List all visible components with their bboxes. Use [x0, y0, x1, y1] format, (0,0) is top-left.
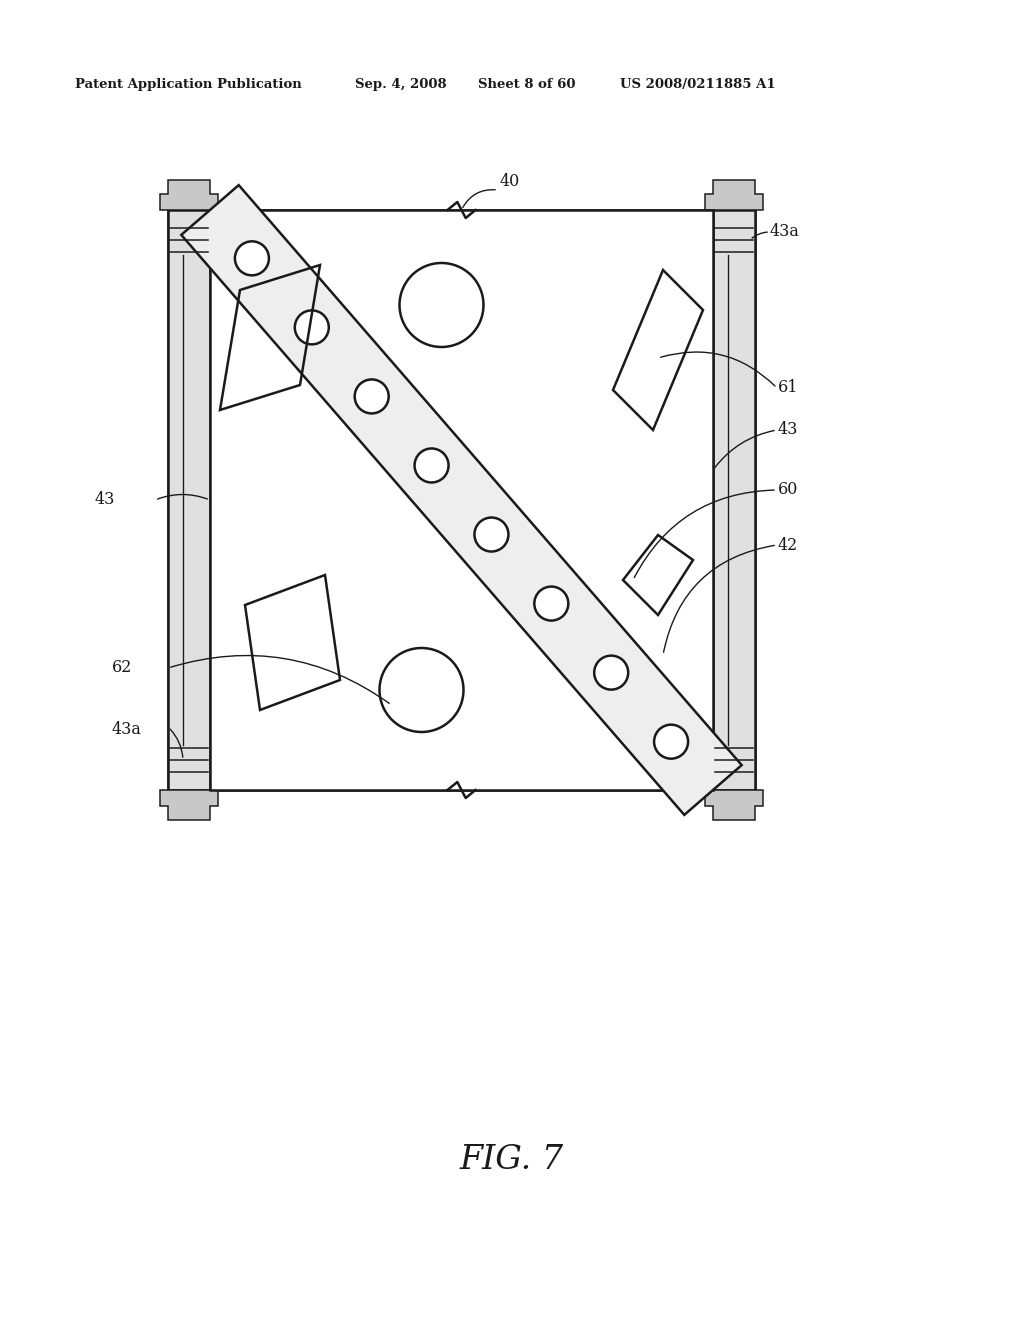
- Text: Sep. 4, 2008: Sep. 4, 2008: [355, 78, 446, 91]
- Polygon shape: [713, 210, 755, 789]
- Text: 62: 62: [112, 660, 132, 676]
- Text: Patent Application Publication: Patent Application Publication: [75, 78, 302, 91]
- Polygon shape: [160, 180, 218, 210]
- Circle shape: [354, 379, 389, 413]
- Circle shape: [295, 310, 329, 345]
- Text: 61: 61: [778, 380, 799, 396]
- Circle shape: [594, 656, 628, 689]
- Circle shape: [535, 586, 568, 620]
- Text: 60: 60: [778, 482, 799, 499]
- Circle shape: [654, 725, 688, 759]
- Text: US 2008/0211885 A1: US 2008/0211885 A1: [620, 78, 775, 91]
- Polygon shape: [181, 185, 741, 814]
- Text: 42: 42: [778, 536, 799, 553]
- Text: 43a: 43a: [112, 722, 142, 738]
- Circle shape: [474, 517, 509, 552]
- Text: 43: 43: [95, 491, 116, 508]
- Polygon shape: [168, 210, 210, 789]
- Polygon shape: [705, 789, 763, 820]
- Text: 43a: 43a: [770, 223, 800, 240]
- Circle shape: [234, 242, 269, 276]
- Text: Sheet 8 of 60: Sheet 8 of 60: [478, 78, 575, 91]
- Circle shape: [415, 449, 449, 483]
- Text: 43: 43: [778, 421, 799, 438]
- Polygon shape: [160, 789, 218, 820]
- Text: 40: 40: [500, 173, 520, 190]
- Polygon shape: [210, 210, 713, 789]
- Polygon shape: [705, 180, 763, 210]
- Text: FIG. 7: FIG. 7: [460, 1144, 564, 1176]
